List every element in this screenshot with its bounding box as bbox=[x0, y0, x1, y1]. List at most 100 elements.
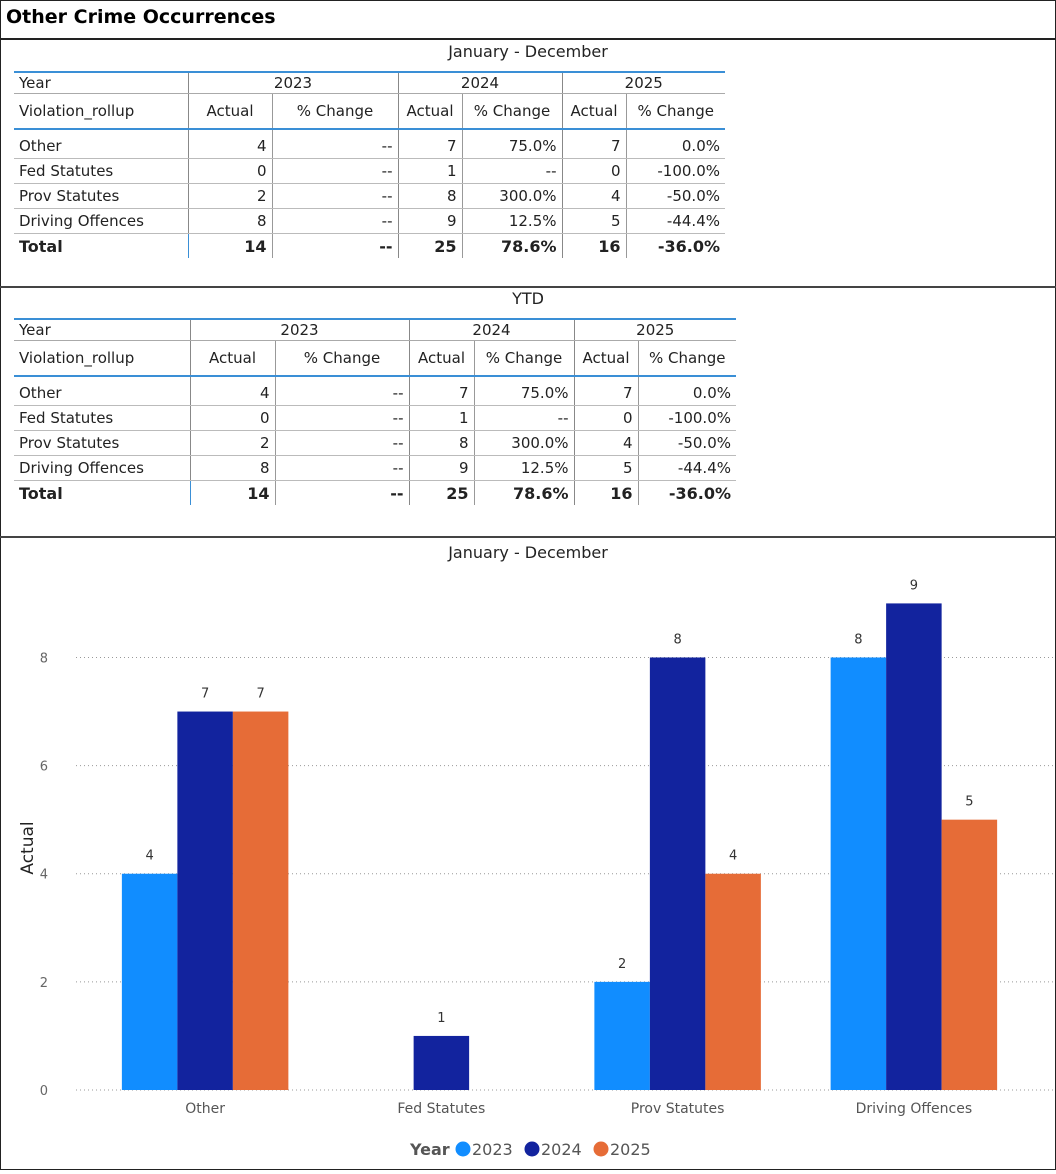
y-tick-label: 2 bbox=[40, 976, 48, 991]
table-row: Driving Offences 8 -- 9 12.5% 5 -44.4% bbox=[14, 455, 736, 481]
annual-matrix-visual[interactable]: January - December Year 2023 2024 2025 Viola… bbox=[0, 40, 1056, 288]
total-label: Total bbox=[14, 233, 189, 258]
data-label: 4 bbox=[145, 849, 153, 864]
bar-prov-statutes-2023 bbox=[594, 981, 650, 1090]
bar-fed-statutes-2024 bbox=[413, 1035, 470, 1090]
total-change-cell: -- bbox=[271, 233, 398, 258]
x-tick-label: Driving Offences bbox=[856, 1101, 973, 1117]
change-cell: -100.0% bbox=[625, 158, 725, 184]
column-header-change[interactable]: % Change bbox=[637, 340, 736, 377]
ytd-matrix-visual[interactable]: YTD Year 2023 2024 2025 Violation_rollup Actu… bbox=[0, 288, 1056, 538]
row-header-label[interactable]: Violation_rollup bbox=[14, 93, 188, 130]
table-row: Fed Statutes 0 -- 1 -- 0 -100.0% bbox=[14, 405, 736, 431]
actual-cell: 4 bbox=[573, 430, 638, 456]
row-label: Other bbox=[14, 129, 188, 159]
legend-label-2024: 2024 bbox=[541, 1140, 582, 1159]
actual-cell: 0 bbox=[187, 158, 272, 184]
year-header-2023[interactable]: 2023 bbox=[189, 318, 409, 341]
bar-other-2025 bbox=[232, 711, 289, 1090]
legend-marker-2023 bbox=[455, 1141, 471, 1157]
year-header-2023[interactable]: 2023 bbox=[187, 71, 398, 94]
column-header-change[interactable]: % Change bbox=[625, 93, 725, 130]
actual-cell: 8 bbox=[397, 183, 462, 209]
actual-cell: 7 bbox=[397, 129, 462, 159]
change-cell: -- bbox=[271, 129, 398, 159]
row-label: Prov Statutes bbox=[14, 183, 188, 209]
year-header-2024[interactable]: 2024 bbox=[397, 71, 562, 94]
total-row: Total 14 -- 25 78.6% 16 -36.0% bbox=[14, 480, 736, 505]
change-cell: 0.0% bbox=[625, 129, 725, 159]
total-change-cell: -- bbox=[274, 480, 409, 505]
column-header-actual[interactable]: Actual bbox=[397, 93, 462, 130]
column-header-row: Violation_rollup Actual% Change Actual% Ch… bbox=[14, 340, 736, 377]
data-label: 7 bbox=[256, 687, 264, 702]
column-header-actual[interactable]: Actual bbox=[561, 93, 626, 130]
total-label: Total bbox=[14, 480, 191, 505]
data-label: 7 bbox=[201, 687, 209, 702]
data-label: 1 bbox=[437, 1011, 445, 1026]
bar-driving-offences-2023 bbox=[830, 657, 887, 1090]
legend-marker-2025 bbox=[593, 1141, 609, 1157]
column-header-actual[interactable]: Actual bbox=[408, 340, 474, 377]
row-header-label[interactable]: Violation_rollup bbox=[14, 340, 190, 377]
year-label: Year bbox=[14, 318, 190, 341]
actual-cell: 8 bbox=[189, 455, 275, 481]
row-label: Prov Statutes bbox=[14, 430, 190, 456]
bar-driving-offences-2025 bbox=[941, 819, 998, 1090]
column-header-row: Violation_rollup Actual% Change Actual% Ch… bbox=[14, 93, 725, 130]
total-change-cell: -36.0% bbox=[637, 480, 736, 505]
x-tick-label: Prov Statutes bbox=[631, 1101, 725, 1117]
year-header-2024[interactable]: 2024 bbox=[408, 318, 574, 341]
title-bar: Other Crime Occurrences bbox=[0, 0, 1056, 40]
year-header-row: Year 2023 2024 2025 bbox=[14, 71, 725, 94]
year-header-2025[interactable]: 2025 bbox=[561, 71, 725, 94]
y-tick-label: 6 bbox=[40, 760, 48, 775]
total-actual-cell: 16 bbox=[561, 233, 626, 258]
year-header-2025[interactable]: 2025 bbox=[573, 318, 736, 341]
table-row: Prov Statutes 2 -- 8 300.0% 4 -50.0% bbox=[14, 430, 736, 456]
report-title: Other Crime Occurrences bbox=[6, 6, 276, 28]
ytd-matrix-title: YTD bbox=[512, 289, 544, 308]
bar-driving-offences-2024 bbox=[886, 603, 942, 1090]
y-axis-label: Actual bbox=[18, 821, 38, 874]
change-cell: -- bbox=[274, 405, 409, 431]
column-header-change[interactable]: % Change bbox=[473, 340, 574, 377]
ytd-matrix-table: Year 2023 2024 2025 Violation_rollup Actual% … bbox=[14, 318, 736, 505]
table-row: Fed Statutes 0 -- 1 -- 0 -100.0% bbox=[14, 158, 725, 184]
column-header-actual[interactable]: Actual bbox=[187, 93, 272, 130]
bar-chart-visual[interactable]: January - December 0 2 4 6 8 Actual 4 7 7 Other 1 Fe… bbox=[0, 538, 1056, 1170]
change-cell: -50.0% bbox=[637, 430, 736, 456]
column-header-change[interactable]: % Change bbox=[461, 93, 562, 130]
change-cell: -44.4% bbox=[625, 208, 725, 234]
row-label: Fed Statutes bbox=[14, 158, 188, 184]
actual-cell: 4 bbox=[189, 376, 275, 406]
actual-cell: 9 bbox=[397, 208, 462, 234]
actual-cell: 0 bbox=[561, 158, 626, 184]
actual-cell: 2 bbox=[187, 183, 272, 209]
data-label: 2 bbox=[618, 957, 626, 972]
annual-matrix-table: Year 2023 2024 2025 Violation_rollup Actual% … bbox=[14, 71, 725, 258]
actual-cell: 9 bbox=[408, 455, 474, 481]
row-label: Other bbox=[14, 376, 190, 406]
change-cell: 12.5% bbox=[461, 208, 562, 234]
data-label: 5 bbox=[965, 795, 973, 810]
y-tick-label: 0 bbox=[40, 1084, 48, 1099]
chart-title: January - December bbox=[447, 543, 608, 562]
change-cell: 75.0% bbox=[461, 129, 562, 159]
change-cell: -- bbox=[461, 158, 562, 184]
column-header-change[interactable]: % Change bbox=[274, 340, 409, 377]
actual-cell: 7 bbox=[573, 376, 638, 406]
change-cell: 12.5% bbox=[473, 455, 574, 481]
column-header-actual[interactable]: Actual bbox=[573, 340, 638, 377]
actual-cell: 7 bbox=[408, 376, 474, 406]
row-label: Driving Offences bbox=[14, 455, 190, 481]
actual-cell: 1 bbox=[408, 405, 474, 431]
bar-other-2024 bbox=[177, 711, 233, 1090]
bar-prov-statutes-2024 bbox=[649, 657, 706, 1090]
data-label: 9 bbox=[910, 578, 918, 593]
data-label: 8 bbox=[854, 632, 862, 647]
total-change-cell: 78.6% bbox=[461, 233, 562, 258]
column-header-actual[interactable]: Actual bbox=[189, 340, 275, 377]
column-header-change[interactable]: % Change bbox=[271, 93, 398, 130]
